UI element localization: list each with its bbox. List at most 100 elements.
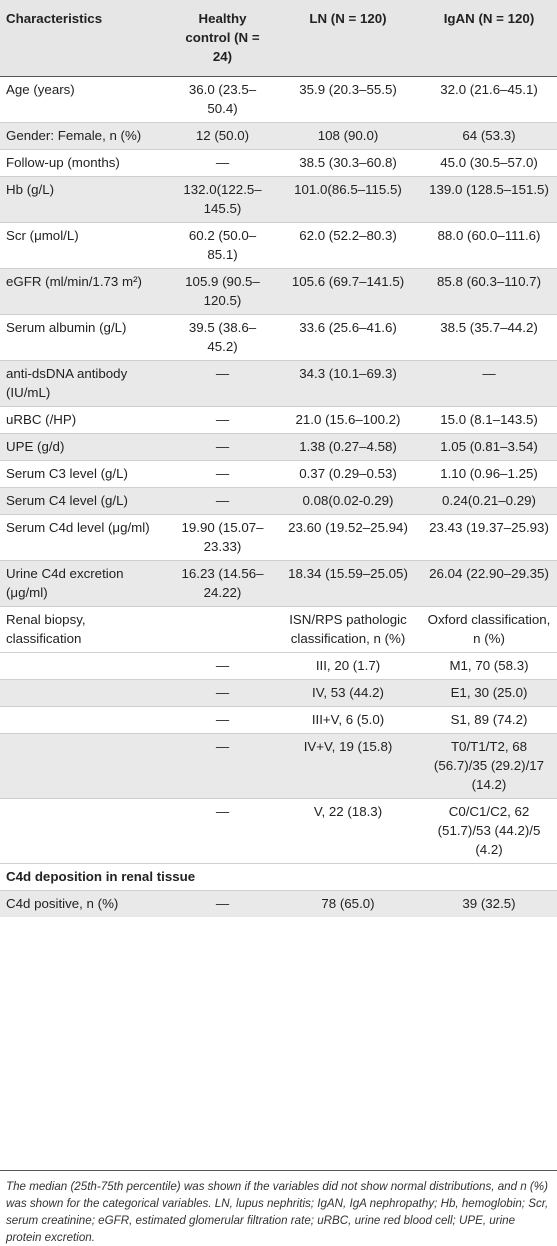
healthy-control-cell: — — [170, 149, 275, 177]
table-row: Serum C4 level (g/L) —0.08(0.02-0.29) 0.24… — [0, 487, 557, 515]
row-label: Hb (g/L) — [0, 176, 170, 223]
ln-cell: 101.0(86.5–115.5) — [275, 176, 421, 223]
ln-cell: 105.6 (69.7–141.5) — [275, 268, 421, 315]
igan-cell: 39 (32.5) — [421, 890, 557, 917]
row-label: Renal biopsy, classification — [0, 606, 170, 653]
header-characteristics: Characteristics — [0, 0, 170, 77]
table-row: Age (years) 36.0 (23.5–50.4) 35.9 (20.3–55… — [0, 76, 557, 123]
row-label: Serum C3 level (g/L) — [0, 460, 170, 488]
ln-cell: III+V, 6 (5.0) — [275, 706, 421, 734]
characteristics-table: Characteristics Healthy control (N = 24)… — [0, 0, 557, 917]
row-label: Urine C4d excretion (μg/ml) — [0, 560, 170, 607]
header-healthy-control: Healthy control (N = 24) — [170, 0, 275, 77]
healthy-control-cell: — — [170, 679, 275, 707]
healthy-control-cell: — — [170, 406, 275, 434]
igan-cell: C0/C1/C2, 62 (51.7)/53 (44.2)/5 (4.2) — [421, 798, 557, 864]
table-footnote: The median (25th-75th percentile) was sh… — [6, 1180, 549, 1244]
healthy-control-cell: 16.23 (14.56–24.22) — [170, 560, 275, 607]
ln-cell: 18.34 (15.59–25.05) — [275, 560, 421, 607]
row-label — [0, 652, 170, 680]
ln-cell: 108 (90.0) — [275, 122, 421, 150]
igan-cell: 1.05 (0.81–3.54) — [421, 433, 557, 461]
ln-cell: 1.38 (0.27–4.58) — [275, 433, 421, 461]
healthy-control-cell: 132.0(122.5–145.5) — [170, 176, 275, 223]
ln-cell: 0.08(0.02-0.29) — [275, 487, 421, 515]
ln-cell: III, 20 (1.7) — [275, 652, 421, 680]
row-label — [0, 798, 170, 864]
ln-cell: 33.6 (25.6–41.6) — [275, 314, 421, 361]
healthy-control-cell: — — [170, 360, 275, 407]
table-row: Scr (μmol/L) 60.2 (50.0–85.1) 62.0 (52.2–8… — [0, 222, 557, 269]
row-label — [0, 706, 170, 734]
healthy-control-cell: — — [170, 890, 275, 917]
igan-cell: E1, 30 (25.0) — [421, 679, 557, 707]
igan-cell: Oxford classification, n (%) — [421, 606, 557, 653]
healthy-control-cell: 105.9 (90.5–120.5) — [170, 268, 275, 315]
healthy-control-cell: — — [170, 460, 275, 488]
row-label: anti-dsDNA antibody (IU/mL) — [0, 360, 170, 407]
table-body: Age (years) 36.0 (23.5–50.4) 35.9 (20.3–55… — [0, 76, 557, 917]
igan-cell: 0.24(0.21–0.29) — [421, 487, 557, 515]
ln-cell: V, 22 (18.3) — [275, 798, 421, 864]
healthy-control-cell: 19.90 (15.07–23.33) — [170, 514, 275, 561]
igan-cell: 15.0 (8.1–143.5) — [421, 406, 557, 434]
igan-cell: 1.10 (0.96–1.25) — [421, 460, 557, 488]
ln-cell: 0.37 (0.29–0.53) — [275, 460, 421, 488]
healthy-control-cell: — — [170, 733, 275, 799]
ln-cell: IV+V, 19 (15.8) — [275, 733, 421, 799]
ln-cell: ISN/RPS pathologic classification, n (%) — [275, 606, 421, 653]
section-row: C4d deposition in renal tissue — [0, 863, 557, 891]
table-row: anti-dsDNA antibody (IU/mL) —34.3 (10.1–6… — [0, 360, 557, 407]
table-row: — V, 22 (18.3) C0/C1/C2, 62 (51.7)/53 (44.… — [0, 798, 557, 864]
healthy-control-cell: 36.0 (23.5–50.4) — [170, 76, 275, 123]
table-header-row: Characteristics Healthy control (N = 24)… — [0, 0, 557, 77]
table-row: eGFR (ml/min/1.73 m²) 105.9 (90.5–120.5) 1… — [0, 268, 557, 315]
row-label: UPE (g/d) — [0, 433, 170, 461]
row-label: Scr (μmol/L) — [0, 222, 170, 269]
healthy-control-cell: — — [170, 433, 275, 461]
ln-cell: 21.0 (15.6–100.2) — [275, 406, 421, 434]
row-label: eGFR (ml/min/1.73 m²) — [0, 268, 170, 315]
section-heading: C4d deposition in renal tissue — [0, 863, 557, 891]
healthy-control-cell: — — [170, 798, 275, 864]
healthy-control-cell: 39.5 (38.6–45.2) — [170, 314, 275, 361]
table-row: Gender: Female, n (%) 12 (50.0) 108 (90.0)… — [0, 122, 557, 150]
table-row: Serum albumin (g/L) 39.5 (38.6–45.2) 33.6 … — [0, 314, 557, 361]
table-row: — IV+V, 19 (15.8) T0/T1/T2, 68 (56.7)/35 (… — [0, 733, 557, 799]
ln-cell: 62.0 (52.2–80.3) — [275, 222, 421, 269]
igan-cell: S1, 89 (74.2) — [421, 706, 557, 734]
healthy-control-cell — [170, 606, 275, 653]
healthy-control-cell: 60.2 (50.0–85.1) — [170, 222, 275, 269]
row-label: Follow-up (months) — [0, 149, 170, 177]
ln-cell: IV, 53 (44.2) — [275, 679, 421, 707]
header-igan: IgAN (N = 120) — [421, 0, 557, 77]
row-label: Gender: Female, n (%) — [0, 122, 170, 150]
row-label: Serum C4d level (μg/ml) — [0, 514, 170, 561]
header-ln: LN (N = 120) — [275, 0, 421, 77]
row-label — [0, 679, 170, 707]
ln-cell: 23.60 (19.52–25.94) — [275, 514, 421, 561]
table-row: Follow-up (months) —38.5 (30.3–60.8) 45.0 … — [0, 149, 557, 177]
table-row: — III, 20 (1.7) M1, 70 (58.3) — [0, 652, 557, 680]
row-label: Serum C4 level (g/L) — [0, 487, 170, 515]
healthy-control-cell: — — [170, 652, 275, 680]
igan-cell: T0/T1/T2, 68 (56.7)/35 (29.2)/17 (14.2) — [421, 733, 557, 799]
ln-cell: 35.9 (20.3–55.5) — [275, 76, 421, 123]
row-label — [0, 733, 170, 799]
row-label: C4d positive, n (%) — [0, 890, 170, 917]
igan-cell: 26.04 (22.90–29.35) — [421, 560, 557, 607]
table-row: — IV, 53 (44.2) E1, 30 (25.0) — [0, 679, 557, 707]
healthy-control-cell: 12 (50.0) — [170, 122, 275, 150]
igan-cell: — — [421, 360, 557, 407]
ln-cell: 38.5 (30.3–60.8) — [275, 149, 421, 177]
table-row: uRBC (/HP) —21.0 (15.6–100.2) 15.0 (8.1–14… — [0, 406, 557, 434]
table-row: — III+V, 6 (5.0) S1, 89 (74.2) — [0, 706, 557, 734]
table-row: UPE (g/d) —1.38 (0.27–4.58) 1.05 (0.81–3.5… — [0, 433, 557, 461]
table-row: C4d positive, n (%) —78 (65.0) 39 (32.5) — [0, 890, 557, 917]
igan-cell: 85.8 (60.3–110.7) — [421, 268, 557, 315]
table-row: Hb (g/L) 132.0(122.5–145.5) 101.0(86.5–115… — [0, 176, 557, 223]
row-label: Serum albumin (g/L) — [0, 314, 170, 361]
table-row: Urine C4d excretion (μg/ml) 16.23 (14.56–… — [0, 560, 557, 607]
healthy-control-cell: — — [170, 706, 275, 734]
